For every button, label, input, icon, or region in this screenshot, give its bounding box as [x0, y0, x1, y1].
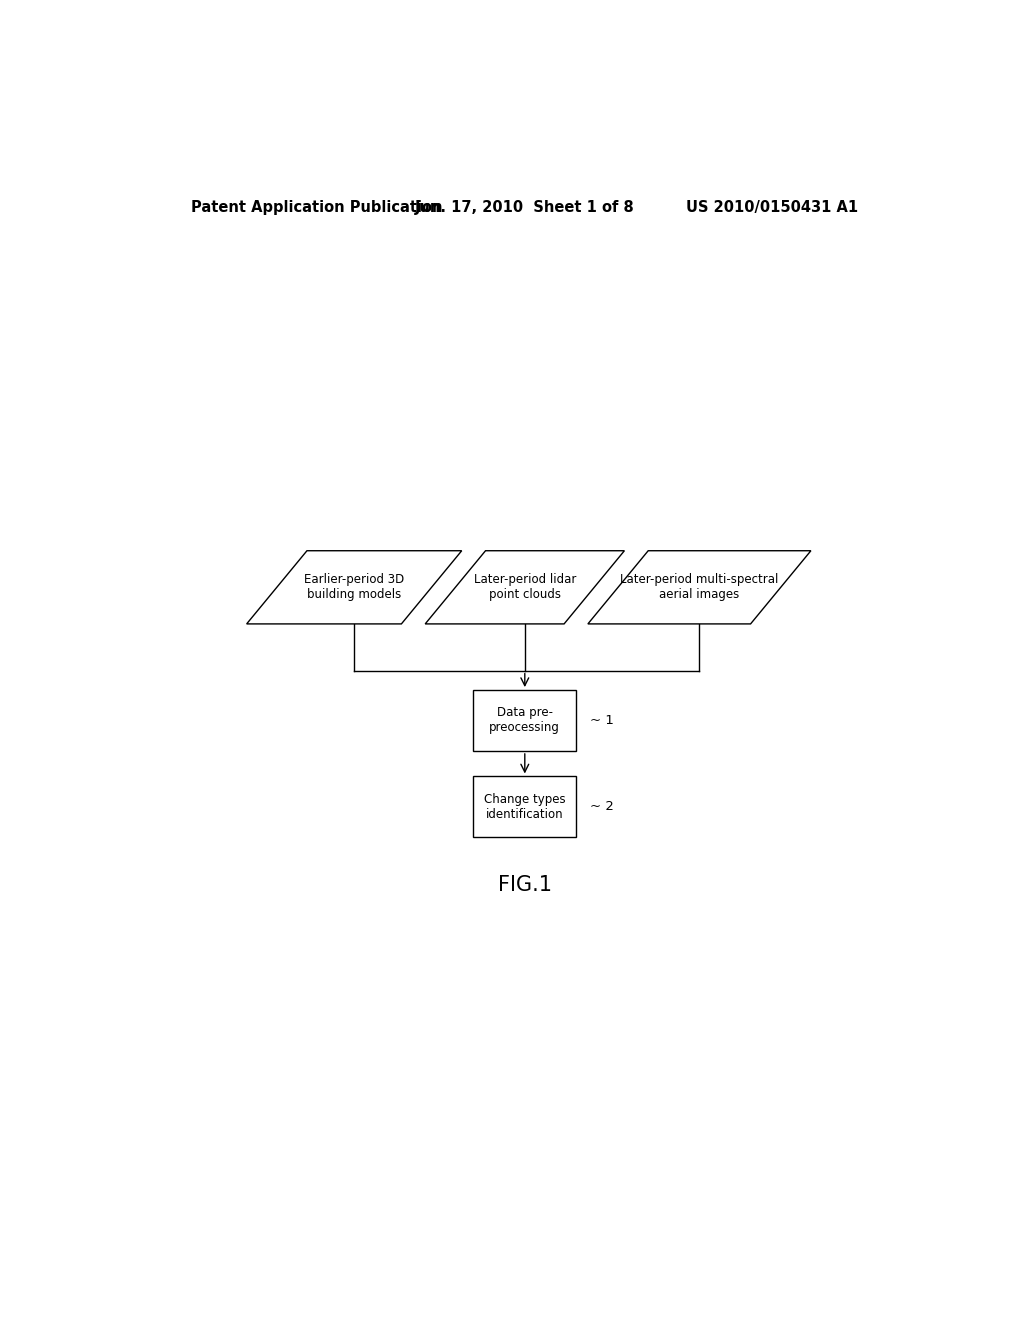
Text: Jun. 17, 2010  Sheet 1 of 8: Jun. 17, 2010 Sheet 1 of 8 — [415, 199, 635, 215]
Text: US 2010/0150431 A1: US 2010/0150431 A1 — [686, 199, 858, 215]
Text: FIG.1: FIG.1 — [498, 875, 552, 895]
Text: Change types
identification: Change types identification — [484, 793, 565, 821]
Polygon shape — [588, 550, 811, 624]
Text: Data pre-
preocessing: Data pre- preocessing — [489, 706, 560, 734]
Text: ~ 2: ~ 2 — [590, 800, 613, 813]
Text: ~ 1: ~ 1 — [590, 714, 613, 727]
Polygon shape — [425, 550, 625, 624]
Text: Later-period multi-spectral
aerial images: Later-period multi-spectral aerial image… — [621, 573, 778, 602]
Polygon shape — [247, 550, 462, 624]
FancyBboxPatch shape — [473, 776, 577, 837]
Text: Later-period lidar
point clouds: Later-period lidar point clouds — [474, 573, 575, 602]
Text: Patent Application Publication: Patent Application Publication — [191, 199, 443, 215]
FancyBboxPatch shape — [473, 690, 577, 751]
Text: Earlier-period 3D
building models: Earlier-period 3D building models — [304, 573, 404, 602]
